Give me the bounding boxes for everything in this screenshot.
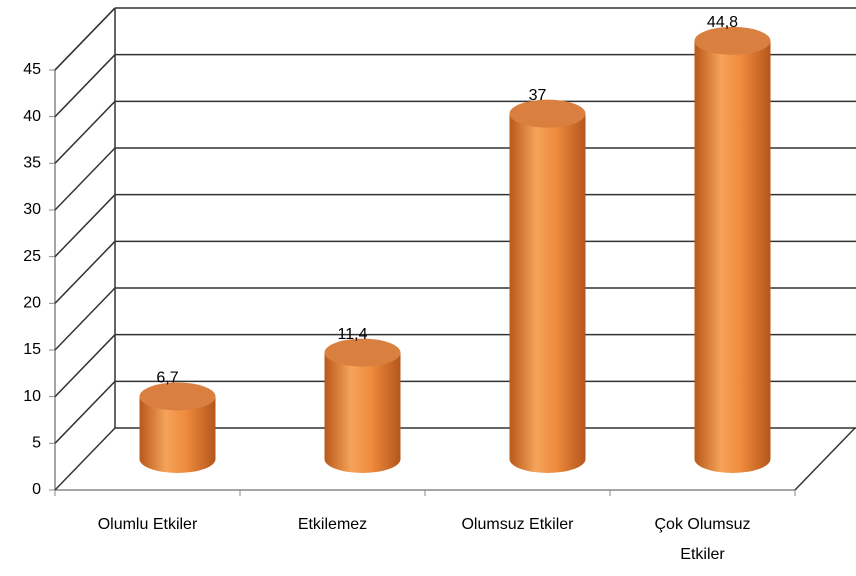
grid-line — [54, 54, 116, 118]
value-label: 37 — [529, 87, 547, 104]
value-label: 44,8 — [707, 14, 738, 31]
x-tick-label: Olumsuz Etkiler — [461, 516, 574, 533]
y-tick-label: 30 — [23, 201, 41, 218]
cylinder-top — [694, 26, 771, 55]
grid-line — [54, 334, 116, 398]
grid-line — [54, 427, 116, 491]
y-tick-label: 20 — [23, 295, 41, 312]
grid-line — [54, 147, 116, 211]
y-tick-label: 5 — [32, 435, 41, 452]
x-tick-label: Etkilemez — [297, 516, 368, 533]
grid-line — [54, 380, 116, 444]
y-tick-label: 15 — [23, 341, 41, 358]
grid-line — [54, 240, 116, 304]
y-tick-label: 0 — [32, 481, 41, 498]
cylinder-top — [509, 99, 586, 128]
y-tick-label: 45 — [23, 61, 41, 78]
x-tick-label: Olumlu Etkiler — [97, 516, 198, 533]
cylinder-body — [694, 40, 771, 474]
cylinder-top — [324, 338, 401, 367]
y-tick-label: 35 — [23, 155, 41, 172]
grid-line — [54, 194, 116, 258]
x-tick-label: Çok Olumsuz Etkiler — [654, 516, 751, 563]
cylinder-top — [139, 382, 216, 411]
value-label: 6,7 — [156, 370, 178, 387]
cylinder-body — [509, 113, 586, 474]
value-label: 11,4 — [338, 326, 368, 343]
cylinder-body — [139, 396, 216, 473]
y-tick-label: 10 — [23, 388, 41, 405]
grid-line — [54, 100, 116, 164]
y-tick-label: 25 — [23, 248, 41, 265]
grid-line — [54, 7, 116, 71]
grid-line — [54, 287, 116, 351]
cylinder-body — [324, 352, 401, 474]
y-tick-label: 40 — [23, 108, 41, 125]
floor-right — [794, 427, 856, 491]
